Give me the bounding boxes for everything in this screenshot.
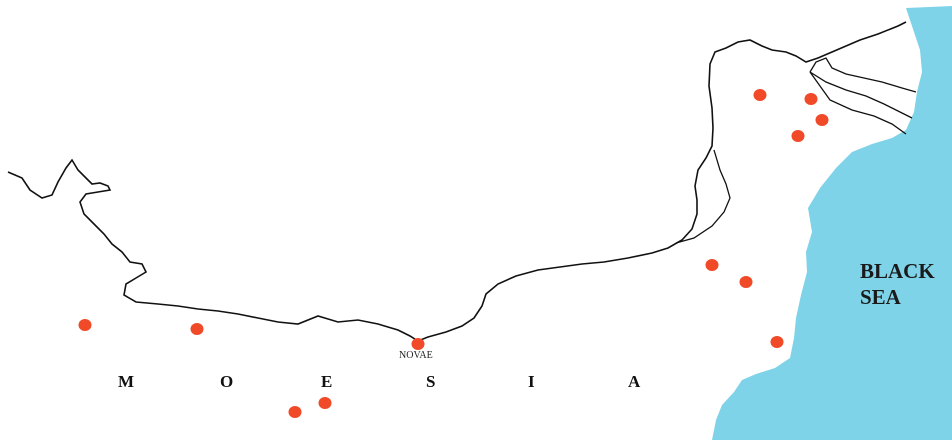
site-marker — [705, 259, 719, 271]
site-marker — [739, 276, 753, 288]
sea-label-line2: SEA — [860, 285, 901, 309]
site-marker — [753, 89, 767, 101]
site-marker — [190, 323, 204, 335]
novae-label: NOVAE — [399, 350, 433, 361]
site-marker — [804, 93, 818, 105]
site-marker — [318, 397, 332, 409]
danube-delta-arm-middle — [809, 71, 913, 119]
sea-label: BLACK SEA — [860, 258, 935, 310]
site-marker — [815, 114, 829, 126]
danube-delta-arm-north — [809, 57, 917, 93]
sea-label-line1: BLACK — [860, 259, 935, 283]
site-marker — [288, 406, 302, 418]
region-letter-m: M — [118, 372, 135, 391]
danube-side-channel — [675, 149, 731, 244]
settlement-sites — [78, 89, 829, 418]
region-letter-o: O — [220, 372, 234, 391]
danube-river — [7, 21, 907, 342]
site-marker — [78, 319, 92, 331]
region-letter-i: I — [528, 372, 535, 391]
site-marker — [770, 336, 784, 348]
black-sea — [712, 6, 952, 440]
region-letter-s: S — [426, 372, 436, 391]
region-letter-a: A — [628, 372, 641, 391]
danube-delta-arm-south — [809, 71, 907, 135]
region-letter-e: E — [321, 372, 333, 391]
site-marker — [791, 130, 805, 142]
site-marker-novae — [411, 338, 425, 350]
